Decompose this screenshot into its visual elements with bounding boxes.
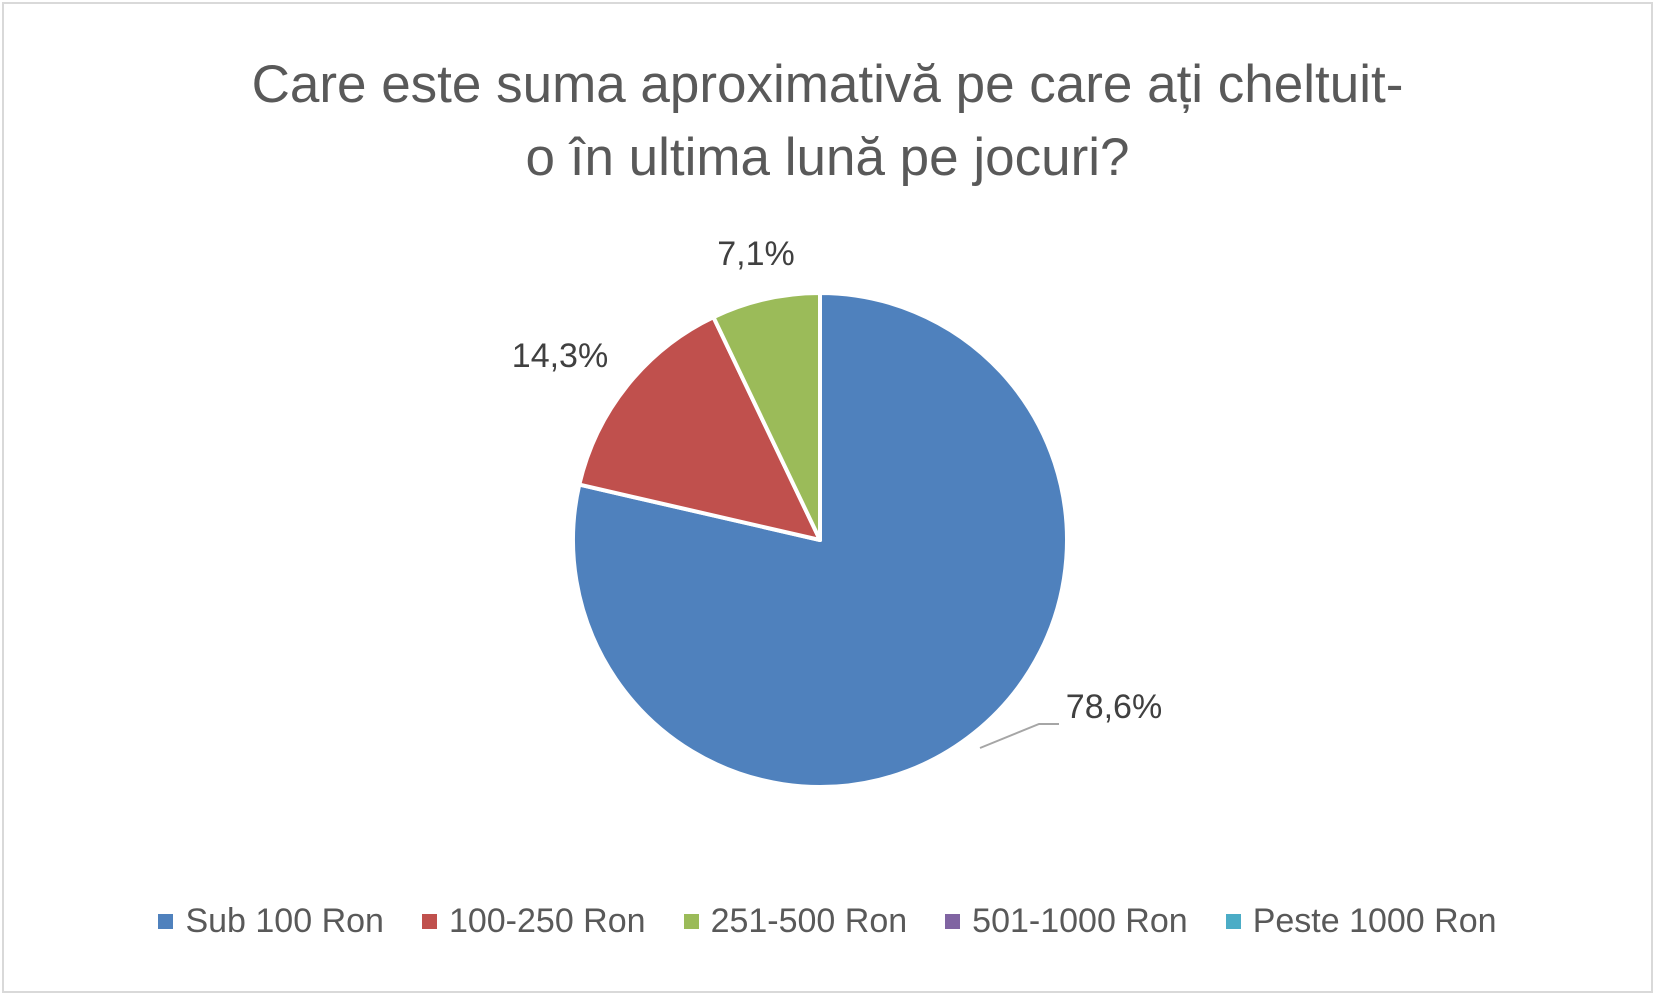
legend-item-3: 251-500 Ron	[683, 902, 908, 941]
legend-label-5: Peste 1000 Ron	[1252, 902, 1497, 940]
leader-line-1	[979, 723, 1059, 749]
pie-chart: 78,6% 14,3% 7,1%	[512, 235, 1162, 789]
chart-title: Care este suma aproximativă pe care ați …	[4, 48, 1651, 194]
data-label-2: 14,3%	[512, 337, 608, 375]
leader-lines	[979, 723, 1059, 749]
data-label-3: 7,1%	[717, 235, 795, 273]
legend-label-1: Sub 100 Ron	[185, 902, 384, 940]
legend-label-3: 251-500 Ron	[710, 902, 908, 940]
legend-item-5: Peste 1000 Ron	[1225, 902, 1497, 941]
legend-swatch-4	[945, 914, 961, 929]
legend-swatch-1	[158, 914, 174, 929]
data-labels: 78,6% 14,3% 7,1%	[512, 235, 1162, 726]
legend: Sub 100 Ron 100-250 Ron 251-500 Ron 501-100…	[4, 902, 1651, 941]
chart-title-line-2: o în ultima lună pe jocuri?	[525, 128, 1130, 187]
pie-slice-3	[711, 291, 822, 542]
legend-item-1: Sub 100 Ron	[158, 902, 384, 941]
pie-slice-2	[577, 315, 822, 542]
legend-item-2: 100-250 Ron	[421, 902, 646, 941]
data-label-1: 78,6%	[1066, 688, 1162, 726]
legend-item-4: 501-1000 Ron	[945, 902, 1188, 941]
pie-slices	[571, 291, 1069, 789]
legend-label-2: 100-250 Ron	[448, 902, 646, 940]
legend-swatch-3	[683, 914, 699, 929]
legend-swatch-2	[421, 914, 437, 929]
legend-swatch-5	[1225, 914, 1241, 929]
legend-label-4: 501-1000 Ron	[972, 902, 1188, 940]
chart-title-line-1: Care este suma aproximativă pe care ați …	[251, 55, 1404, 114]
